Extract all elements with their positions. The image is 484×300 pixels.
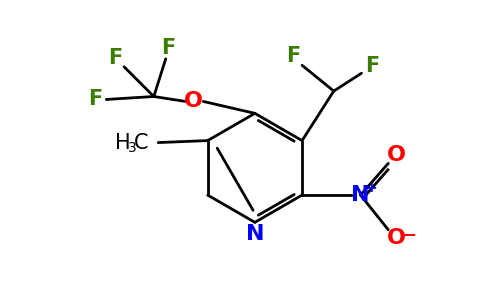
Text: −: − — [402, 225, 416, 243]
Text: 3: 3 — [128, 140, 137, 154]
Text: O: O — [184, 92, 203, 112]
Text: +: + — [365, 181, 377, 195]
Text: O: O — [387, 146, 406, 165]
Text: F: F — [286, 46, 300, 66]
Text: F: F — [162, 38, 176, 58]
Text: F: F — [108, 48, 122, 68]
Text: N: N — [351, 185, 370, 205]
Text: F: F — [365, 56, 379, 76]
Text: F: F — [88, 89, 103, 110]
Text: O: O — [387, 228, 406, 248]
Text: N: N — [245, 224, 264, 244]
Text: H: H — [115, 133, 130, 153]
Text: C: C — [134, 133, 149, 153]
